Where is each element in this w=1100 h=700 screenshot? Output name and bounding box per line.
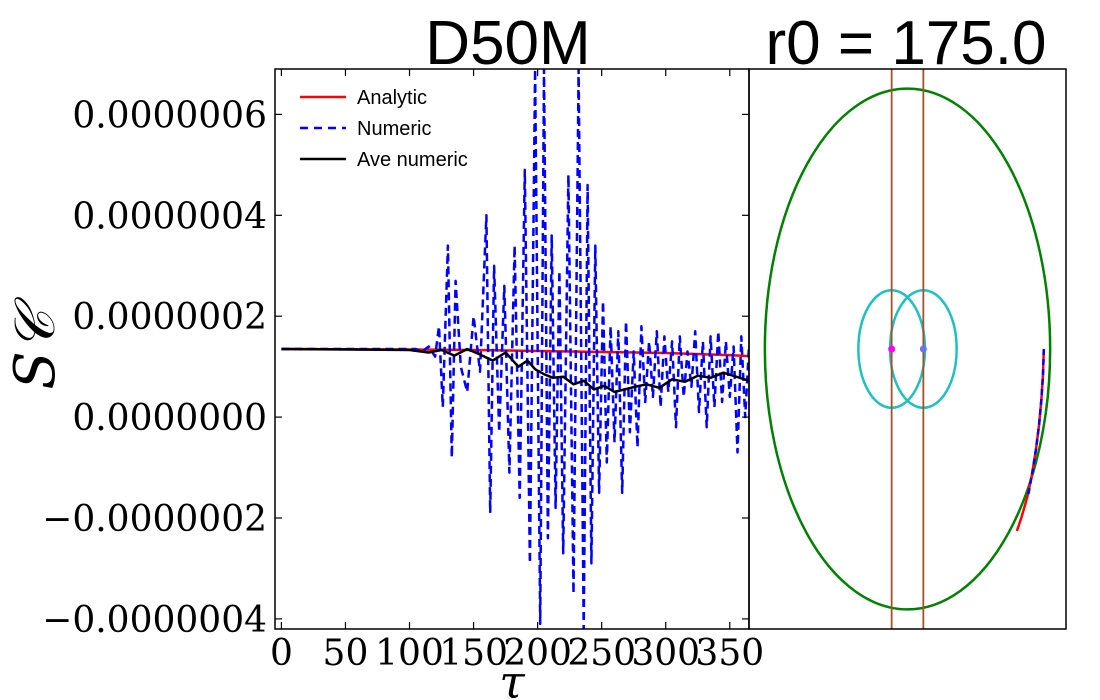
legend: Analytic Numeric Ave numeric <box>300 87 468 171</box>
mass-left <box>888 345 896 353</box>
left-plot-area <box>281 69 749 629</box>
mass-right <box>919 345 927 353</box>
y-axis-label: S𝒞 <box>3 296 68 389</box>
x-tick-label: 150 <box>439 633 508 674</box>
right-plot-area <box>763 69 1052 629</box>
left-title: D50M <box>425 9 590 78</box>
y-tick-label: 0.0000002 <box>72 297 267 338</box>
left-panel: −0.0000004 −0.0000002 0.0000000 0.0000002 0.… <box>3 9 764 700</box>
legend-label-analytic: Analytic <box>357 87 427 109</box>
right-panel: r0 = 175.0 <box>748 9 1067 630</box>
x-tick-label: 250 <box>567 633 636 674</box>
x-tick-label: 350 <box>695 633 764 674</box>
right-axes-frame <box>748 68 1067 630</box>
x-tick-label: 50 <box>323 633 369 674</box>
y-tick-label: −0.0000004 <box>42 600 267 641</box>
x-tick-label: 0 <box>270 633 293 674</box>
right-title: r0 = 175.0 <box>766 9 1047 78</box>
y-tick-label: 0.0000000 <box>72 398 267 439</box>
y-tick-label: −0.0000002 <box>42 499 267 540</box>
x-tick-label: 100 <box>375 633 444 674</box>
x-tick-label: 300 <box>631 633 700 674</box>
left-ticks: −0.0000004 −0.0000002 0.0000000 0.0000002 0.… <box>42 69 764 674</box>
y-tick-label: 0.0000006 <box>72 95 267 136</box>
legend-label-ave-numeric: Ave numeric <box>357 149 468 171</box>
x-tick-label: 200 <box>503 633 572 674</box>
y-tick-label: 0.0000004 <box>72 196 267 237</box>
series-line-numeric <box>281 69 749 629</box>
series-line-ave-numeric <box>281 347 749 394</box>
trajectory-numeric <box>1027 348 1046 495</box>
legend-label-numeric: Numeric <box>357 118 431 140</box>
outer-orbit <box>763 87 1052 611</box>
x-axis-label: τ <box>499 655 526 700</box>
